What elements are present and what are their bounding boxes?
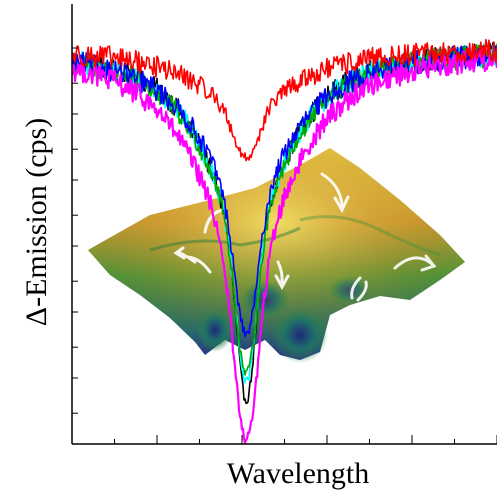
energy-landscape-inset	[88, 148, 465, 363]
series-line	[72, 38, 497, 162]
series-layer	[72, 38, 497, 444]
y-ticks	[72, 47, 78, 414]
landscape-arrows	[173, 172, 437, 302]
series-line	[72, 48, 497, 444]
x-axis-title: Wavelength	[227, 457, 370, 490]
y-axis-title: Δ-Emission (cps)	[20, 118, 53, 326]
x-ticks	[71, 435, 497, 444]
axes	[71, 4, 497, 445]
